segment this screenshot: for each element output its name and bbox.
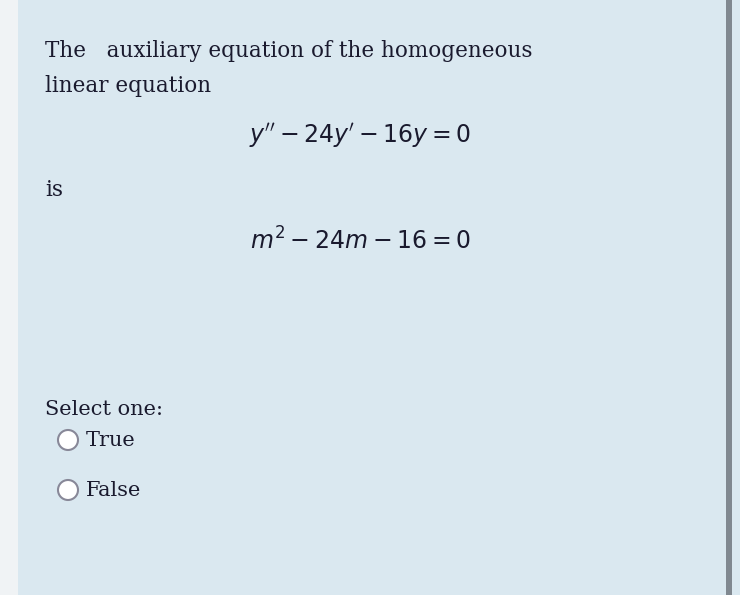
- Text: Select one:: Select one:: [45, 400, 163, 419]
- Circle shape: [58, 480, 78, 500]
- Text: False: False: [86, 481, 141, 499]
- Circle shape: [58, 430, 78, 450]
- Text: $y'' - 24y' - 16y = 0$: $y'' - 24y' - 16y = 0$: [249, 121, 471, 150]
- Text: $m^2 - 24m - 16 = 0$: $m^2 - 24m - 16 = 0$: [249, 227, 471, 254]
- Text: True: True: [86, 431, 135, 449]
- Bar: [0, 0, 18, 595]
- Bar: [726, 0, 732, 595]
- Text: The   auxiliary equation of the homogeneous: The auxiliary equation of the homogeneou…: [45, 40, 533, 62]
- Text: linear equation: linear equation: [45, 75, 211, 97]
- Text: is: is: [45, 179, 63, 201]
